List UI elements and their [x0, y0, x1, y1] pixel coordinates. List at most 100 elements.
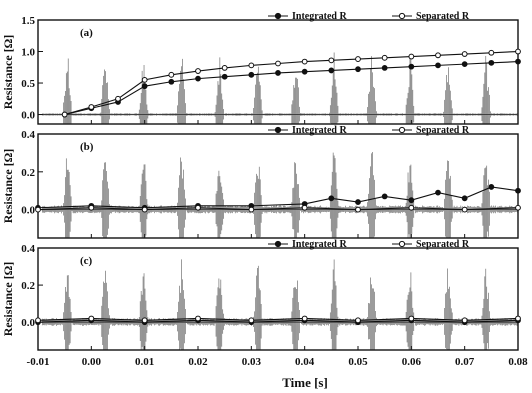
legend-label: Separated R — [416, 239, 470, 250]
y-tick-label: 0.2 — [21, 167, 35, 179]
y-tick-label: 0.2 — [21, 280, 35, 292]
separated-point — [35, 206, 41, 213]
x-tick-label: 0.00 — [82, 356, 102, 368]
separated-point — [381, 54, 388, 61]
separated-point — [408, 204, 415, 211]
y-axis-label: Resistance [Ω] — [1, 35, 15, 110]
plot-frame — [37, 133, 519, 239]
y-tick-label: 0.0 — [21, 110, 35, 122]
separated-point — [355, 56, 361, 62]
legend-label: Integrated R — [292, 239, 347, 250]
legend-marker — [274, 126, 282, 134]
separated-point — [328, 57, 335, 64]
integrated-point — [515, 58, 521, 65]
y-tick-label: 0.0 — [21, 317, 35, 329]
signal-noise — [41, 152, 518, 238]
separated-point — [35, 317, 41, 324]
separated-point — [195, 204, 201, 211]
separated-point — [88, 315, 95, 322]
series-line-integrated — [37, 186, 519, 209]
x-tick-label: 0.01 — [135, 356, 154, 368]
plot-frame — [37, 247, 519, 351]
integrated-point — [275, 70, 281, 76]
signal-noise — [41, 259, 518, 350]
series-line-integrated — [64, 61, 519, 116]
legend-marker — [274, 12, 282, 20]
separated-point — [88, 204, 95, 211]
legend-marker — [274, 240, 282, 248]
y-tick-label: 0.4 — [21, 243, 35, 255]
separated-point — [115, 95, 121, 102]
panel-label: (c) — [80, 255, 93, 267]
y-tick-label: 1.5 — [21, 15, 35, 27]
separated-point — [435, 52, 441, 59]
signal-noise — [41, 52, 518, 124]
integrated-point — [408, 63, 415, 70]
separated-point — [355, 317, 361, 324]
plot-frame — [37, 19, 519, 125]
integrated-point — [461, 195, 468, 202]
panel-label: (a) — [80, 27, 93, 39]
separated-point — [141, 206, 148, 213]
separated-point — [248, 62, 255, 69]
panel-label: (b) — [80, 141, 94, 153]
separated-point — [61, 111, 68, 118]
separated-point — [515, 204, 521, 211]
x-tick-label: 0.07 — [455, 356, 475, 368]
y-tick-label: 0.5 — [21, 78, 35, 90]
separated-point — [515, 315, 521, 322]
separated-point — [275, 60, 281, 67]
x-axis-label: Time [s] — [282, 375, 328, 390]
separated-point — [195, 315, 201, 322]
separated-point — [88, 104, 95, 110]
y-axis-label: Resistance [Ω] — [1, 149, 15, 224]
integrated-point — [435, 62, 441, 69]
series-line-integrated — [37, 319, 519, 323]
legend-label: Integrated R — [292, 11, 347, 22]
integrated-point — [435, 189, 441, 196]
legend-marker — [398, 12, 406, 20]
series-line-separated — [64, 50, 519, 116]
separated-point — [461, 317, 468, 324]
separated-point — [515, 48, 521, 55]
integrated-point — [381, 65, 388, 71]
separated-point — [141, 76, 148, 83]
panel-c: 0.0 0.2 0.4 -0.01 0.00 0.01 0.02 0.03 0.04 0.05 0.… — [1, 239, 528, 368]
separated-point — [168, 71, 175, 78]
x-tick-label: 0.02 — [188, 356, 208, 368]
series-line-separated — [37, 207, 519, 211]
x-tick-label: 0.03 — [242, 356, 262, 368]
separated-point — [248, 317, 255, 324]
x-tick-label: -0.01 — [27, 356, 50, 368]
separated-point — [301, 315, 308, 322]
integrated-point — [408, 197, 415, 204]
separated-point — [221, 65, 228, 71]
integrated-point — [141, 83, 148, 90]
separated-point — [408, 53, 415, 60]
legend-label: Separated R — [416, 125, 470, 136]
y-axis-label: Resistance [Ω] — [1, 262, 15, 337]
x-tick-label: 0.08 — [508, 356, 528, 368]
y-tick-label: 0.0 — [21, 205, 35, 217]
integrated-point — [515, 187, 521, 194]
panel-a: 0.0 0.5 1.0 1.5 Resistance [Ω] (a) Integrated … — [1, 11, 521, 125]
legend-marker — [398, 126, 406, 134]
separated-point — [301, 204, 308, 211]
y-tick-label: 0.4 — [21, 129, 35, 141]
legend-marker — [398, 240, 406, 248]
integrated-point — [355, 199, 361, 205]
separated-point — [195, 68, 201, 74]
y-tick-label: 1.0 — [21, 47, 35, 59]
separated-point — [461, 206, 468, 213]
separated-point — [355, 206, 361, 213]
integrated-point — [248, 71, 255, 78]
x-tick-label: 0.04 — [295, 356, 315, 368]
integrated-point — [355, 66, 361, 73]
integrated-point — [328, 67, 335, 74]
integrated-point — [381, 193, 388, 200]
panel-b: 0.0 0.2 0.4 Resistance [Ω] (b) Integrated R Se… — [1, 125, 521, 239]
integrated-point — [328, 195, 335, 202]
legend-label: Integrated R — [292, 125, 347, 136]
integrated-point — [488, 184, 495, 190]
